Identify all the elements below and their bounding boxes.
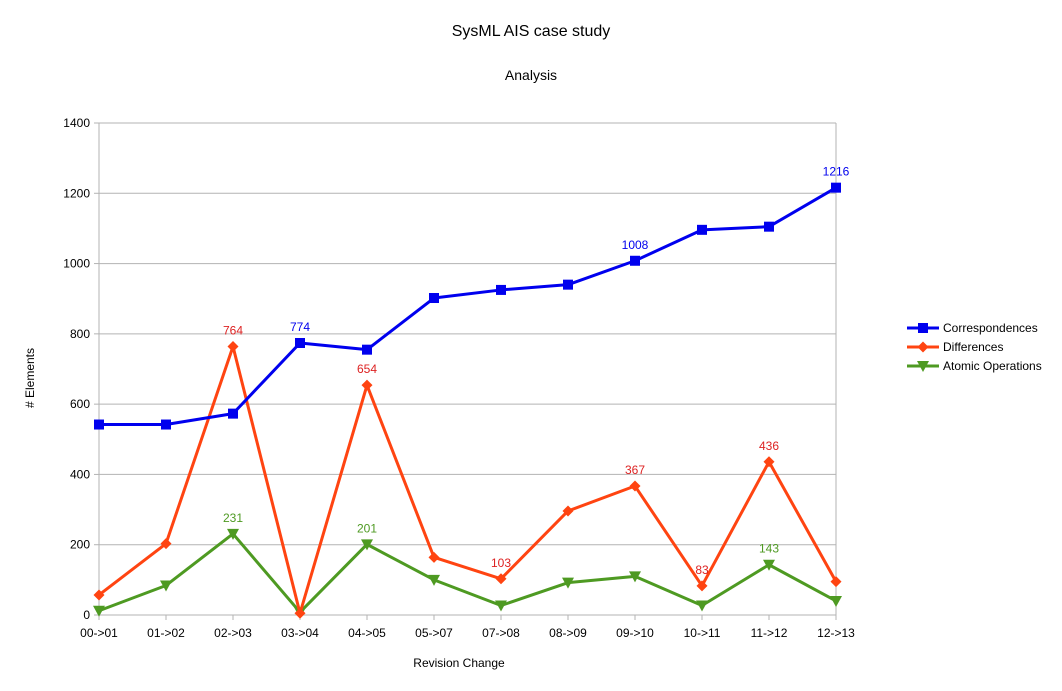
x-tick-label: 11->12 xyxy=(751,626,788,640)
legend-label: Differences xyxy=(943,339,1004,354)
data-point-atomic-operations xyxy=(830,595,842,607)
x-axis-label: Revision Change xyxy=(413,656,505,670)
legend-swatch-correspondences xyxy=(907,322,939,333)
legend-swatch-differences xyxy=(907,341,939,352)
legend-label: Correspondences xyxy=(943,320,1038,335)
data-point-correspondences xyxy=(764,221,774,232)
data-point-correspondences xyxy=(94,419,104,430)
data-point-atomic-operations xyxy=(93,605,105,617)
data-point-atomic-operations xyxy=(696,600,708,612)
x-tick-label: 12->13 xyxy=(817,626,855,640)
series-differences xyxy=(93,341,842,619)
data-point-correspondences xyxy=(563,279,573,290)
legend-marker-correspondences xyxy=(918,322,928,333)
y-tick-label: 600 xyxy=(70,397,90,411)
series-atomic-operations xyxy=(93,528,842,619)
data-point-atomic-operations xyxy=(495,600,507,612)
data-point-correspondences xyxy=(496,284,506,295)
data-point-differences xyxy=(562,505,574,517)
legend-item-atomic-operations: Atomic Operations xyxy=(906,356,1042,375)
data-point-atomic-operations xyxy=(160,580,172,592)
data-point-correspondences xyxy=(161,419,171,430)
data-point-differences xyxy=(361,379,373,391)
data-point-differences xyxy=(763,456,775,468)
data-label-atomic-operations: 201 xyxy=(357,521,377,535)
data-label-differences: 436 xyxy=(759,439,779,453)
x-tick-label: 04->05 xyxy=(348,626,386,640)
x-tick-label: 10->11 xyxy=(684,626,721,640)
data-point-differences xyxy=(830,576,842,588)
data-label-atomic-operations: 143 xyxy=(759,542,779,556)
x-tick-label: 01->02 xyxy=(147,626,185,640)
legend-swatch-atomic-operations xyxy=(907,360,939,372)
data-point-correspondences xyxy=(228,408,238,419)
data-label-differences: 654 xyxy=(357,362,377,376)
gridlines xyxy=(99,122,836,616)
x-tick-label: 09->10 xyxy=(616,626,654,640)
x-tick-label: 07->08 xyxy=(482,626,520,640)
data-point-correspondences xyxy=(362,344,372,355)
legend-marker-differences xyxy=(917,341,929,352)
data-point-differences xyxy=(428,551,440,563)
data-point-differences xyxy=(696,580,708,592)
data-point-atomic-operations xyxy=(629,571,641,583)
data-point-correspondences xyxy=(295,337,305,348)
data-point-correspondences xyxy=(831,182,841,193)
data-point-differences xyxy=(294,607,306,619)
data-label-atomic-operations: 231 xyxy=(223,511,243,525)
x-tick-label: 03->04 xyxy=(281,626,319,640)
series-line-correspondences xyxy=(97,186,838,427)
data-label-correspondences: 774 xyxy=(290,320,310,334)
data-point-atomic-operations xyxy=(361,539,373,551)
series-correspondences xyxy=(94,182,841,430)
axes: 0 200 400 600 800 1000 1200 1400 00->01 01->02 02-… xyxy=(63,116,855,640)
data-point-differences xyxy=(160,538,172,550)
y-tick-label: 1200 xyxy=(63,186,90,200)
data-point-correspondences xyxy=(429,293,439,304)
series-layer xyxy=(93,182,842,619)
data-point-differences xyxy=(629,480,641,492)
legend: Correspondences Differences Atomic Operati… xyxy=(906,318,1042,375)
x-tick-label: 00->01 xyxy=(80,626,118,640)
data-label-differences: 103 xyxy=(491,556,511,570)
y-tick-label: 800 xyxy=(70,327,90,341)
y-tick-label: 0 xyxy=(83,608,90,622)
x-tick-label: 02->03 xyxy=(214,626,252,640)
data-labels: 231 201 143 764 654 103 367 83 436 774 1008 1216 xyxy=(223,165,850,577)
x-tick-label: 08->09 xyxy=(549,626,587,640)
data-label-differences: 83 xyxy=(695,563,709,577)
data-point-atomic-operations xyxy=(763,559,775,571)
legend-item-correspondences: Correspondences xyxy=(906,318,1042,337)
chart-subtitle: Analysis xyxy=(504,67,558,83)
legend-marker-atomic-operations xyxy=(917,360,929,372)
series-line-differences xyxy=(97,345,838,615)
x-tick-label: 05->07 xyxy=(415,626,453,640)
data-point-differences xyxy=(227,341,239,353)
data-point-differences xyxy=(495,573,507,585)
data-label-differences: 367 xyxy=(625,463,645,477)
y-tick-label: 1400 xyxy=(63,116,90,130)
chart-title: SysML AIS case study xyxy=(451,23,611,40)
y-tick-label: 200 xyxy=(70,538,90,552)
data-point-atomic-operations xyxy=(428,574,440,586)
data-point-differences xyxy=(93,589,105,601)
legend-item-differences: Differences xyxy=(906,337,1042,356)
y-tick-label: 1000 xyxy=(63,257,90,271)
data-point-correspondences xyxy=(630,255,640,266)
data-label-correspondences: 1216 xyxy=(823,165,850,179)
data-point-atomic-operations xyxy=(562,577,574,589)
legend-label: Atomic Operations xyxy=(943,358,1042,373)
data-label-differences: 764 xyxy=(223,324,243,338)
data-point-atomic-operations xyxy=(227,528,239,540)
data-point-correspondences xyxy=(697,224,707,235)
data-label-correspondences: 1008 xyxy=(622,238,649,252)
y-tick-label: 400 xyxy=(70,467,90,481)
series-line-atomic-operations xyxy=(97,532,838,614)
